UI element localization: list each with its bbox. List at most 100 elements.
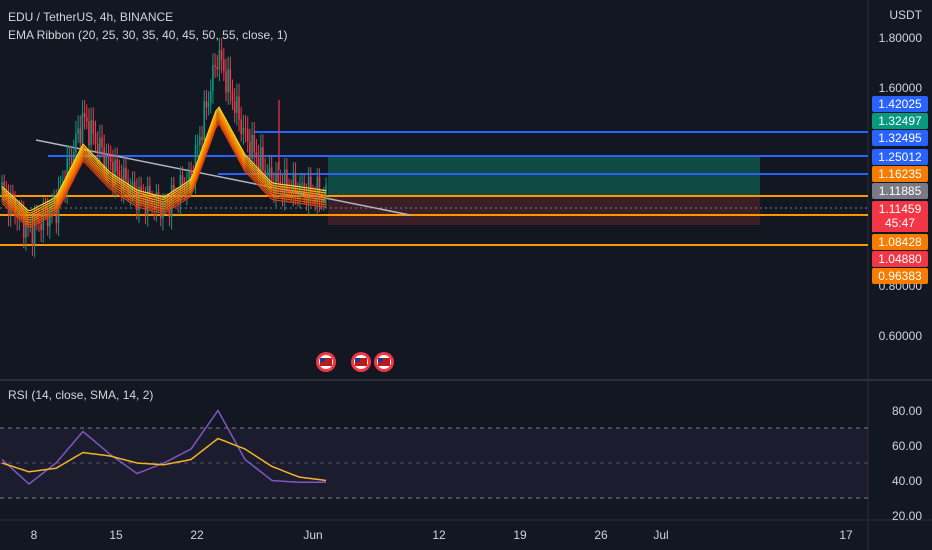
candle-body <box>40 223 42 230</box>
long-stop-zone[interactable] <box>328 197 760 225</box>
candle-body <box>140 186 142 194</box>
candle-body <box>242 127 245 134</box>
candle-body <box>153 206 156 209</box>
candle-body <box>309 176 312 194</box>
candle-body <box>3 181 5 189</box>
candle-body <box>120 176 123 191</box>
candle-body <box>240 119 242 134</box>
us-flag-event-icon[interactable] <box>316 352 336 372</box>
candle-body <box>205 101 208 108</box>
candle-body <box>99 137 101 153</box>
candle-body <box>27 220 29 226</box>
candle-body <box>277 174 279 182</box>
ema-ribbon-line <box>1 120 327 226</box>
price-tick: 1.60000 <box>878 81 922 95</box>
candle-body <box>251 135 253 159</box>
ema-ribbon-line <box>1 108 327 214</box>
candle-body <box>149 185 151 200</box>
price-label: 1.42025 <box>872 96 928 112</box>
candle-body <box>92 120 95 134</box>
time-tick: Jul <box>653 528 669 542</box>
ema-ribbon-group <box>1 106 327 228</box>
candle-body <box>233 100 236 113</box>
candle-body <box>301 183 303 185</box>
price-label: 1.32495 <box>872 130 928 146</box>
candle-body <box>7 192 10 215</box>
time-tick: 17 <box>839 528 853 542</box>
price-label: 0.96383 <box>872 268 928 284</box>
time-tick: 15 <box>109 528 123 542</box>
candle-body <box>220 50 223 61</box>
candle-body <box>229 69 232 93</box>
candle-body <box>77 128 79 134</box>
candle-body <box>257 157 260 172</box>
candle-body <box>144 196 147 214</box>
us-flag-event-icon[interactable] <box>374 352 394 372</box>
candle-body <box>194 145 197 182</box>
candle-body <box>133 181 136 189</box>
us-flag-event-icon[interactable] <box>351 352 371 372</box>
candle-body <box>262 147 264 171</box>
candle-body <box>249 141 251 159</box>
candle-body <box>88 121 90 146</box>
price-label: 1.16235 <box>872 166 928 182</box>
ema-ribbon-line <box>1 122 327 228</box>
candle-body <box>283 169 286 199</box>
rsi-line[interactable] <box>1 409 326 485</box>
candle-body <box>79 128 82 144</box>
time-tick: Jun <box>303 528 323 542</box>
bar-countdown: 45:47 <box>872 216 928 232</box>
rsi-legend[interactable]: RSI (14, close, SMA, 14, 2) <box>8 388 154 402</box>
time-tick: 26 <box>594 528 608 542</box>
candle-body <box>188 171 190 182</box>
candle-body <box>259 147 262 172</box>
candle-body <box>203 101 206 141</box>
candles-group <box>1 37 327 258</box>
candle-body <box>31 223 34 245</box>
candle-body <box>142 193 145 197</box>
candle-body <box>116 159 119 172</box>
ema-ribbon-line <box>1 117 327 223</box>
price-tick: 1.80000 <box>878 31 922 45</box>
candle-body <box>190 171 192 175</box>
candle-body <box>101 137 103 148</box>
candle-body <box>296 192 299 198</box>
candle-body <box>318 176 321 200</box>
currency-label[interactable]: USDT <box>889 8 922 22</box>
price-label: 1.11885 <box>872 183 928 199</box>
time-tick: 22 <box>190 528 204 542</box>
indicator-legend[interactable]: EMA Ribbon (20, 25, 30, 35, 40, 45, 50, … <box>8 28 288 42</box>
candle-body <box>246 129 249 142</box>
candle-body <box>103 147 106 169</box>
ema-ribbon-line <box>1 110 327 216</box>
candle-body <box>281 186 284 199</box>
candle-body <box>157 192 160 203</box>
candle-body <box>81 113 84 144</box>
candle-body <box>49 211 51 227</box>
candle-body <box>218 50 221 70</box>
candle-body <box>118 171 121 177</box>
candle-body <box>105 155 108 169</box>
candle-body <box>170 184 173 217</box>
symbol-legend[interactable]: EDU / TetherUS, 4h, BINANCE <box>8 10 174 24</box>
trendline[interactable] <box>35 139 411 216</box>
rsi-tick: 80.00 <box>891 404 922 418</box>
time-tick: 8 <box>30 528 38 542</box>
candle-body <box>275 174 277 196</box>
candle-body <box>207 102 210 108</box>
rsi-ma-line[interactable] <box>1 437 327 482</box>
candle-body <box>96 143 99 153</box>
candle-body <box>125 167 127 181</box>
candle-body <box>177 195 179 202</box>
candle-body <box>122 167 125 191</box>
candle-body <box>201 136 203 141</box>
rsi-tick: 20.00 <box>891 509 922 523</box>
price-label: 1.32497 <box>872 113 928 129</box>
candle-body <box>181 175 184 187</box>
long-target-zone[interactable] <box>328 157 760 197</box>
candle-body <box>286 169 288 190</box>
ema-ribbon-line <box>1 113 327 219</box>
candle-body <box>33 215 36 245</box>
candle-body <box>107 155 110 158</box>
